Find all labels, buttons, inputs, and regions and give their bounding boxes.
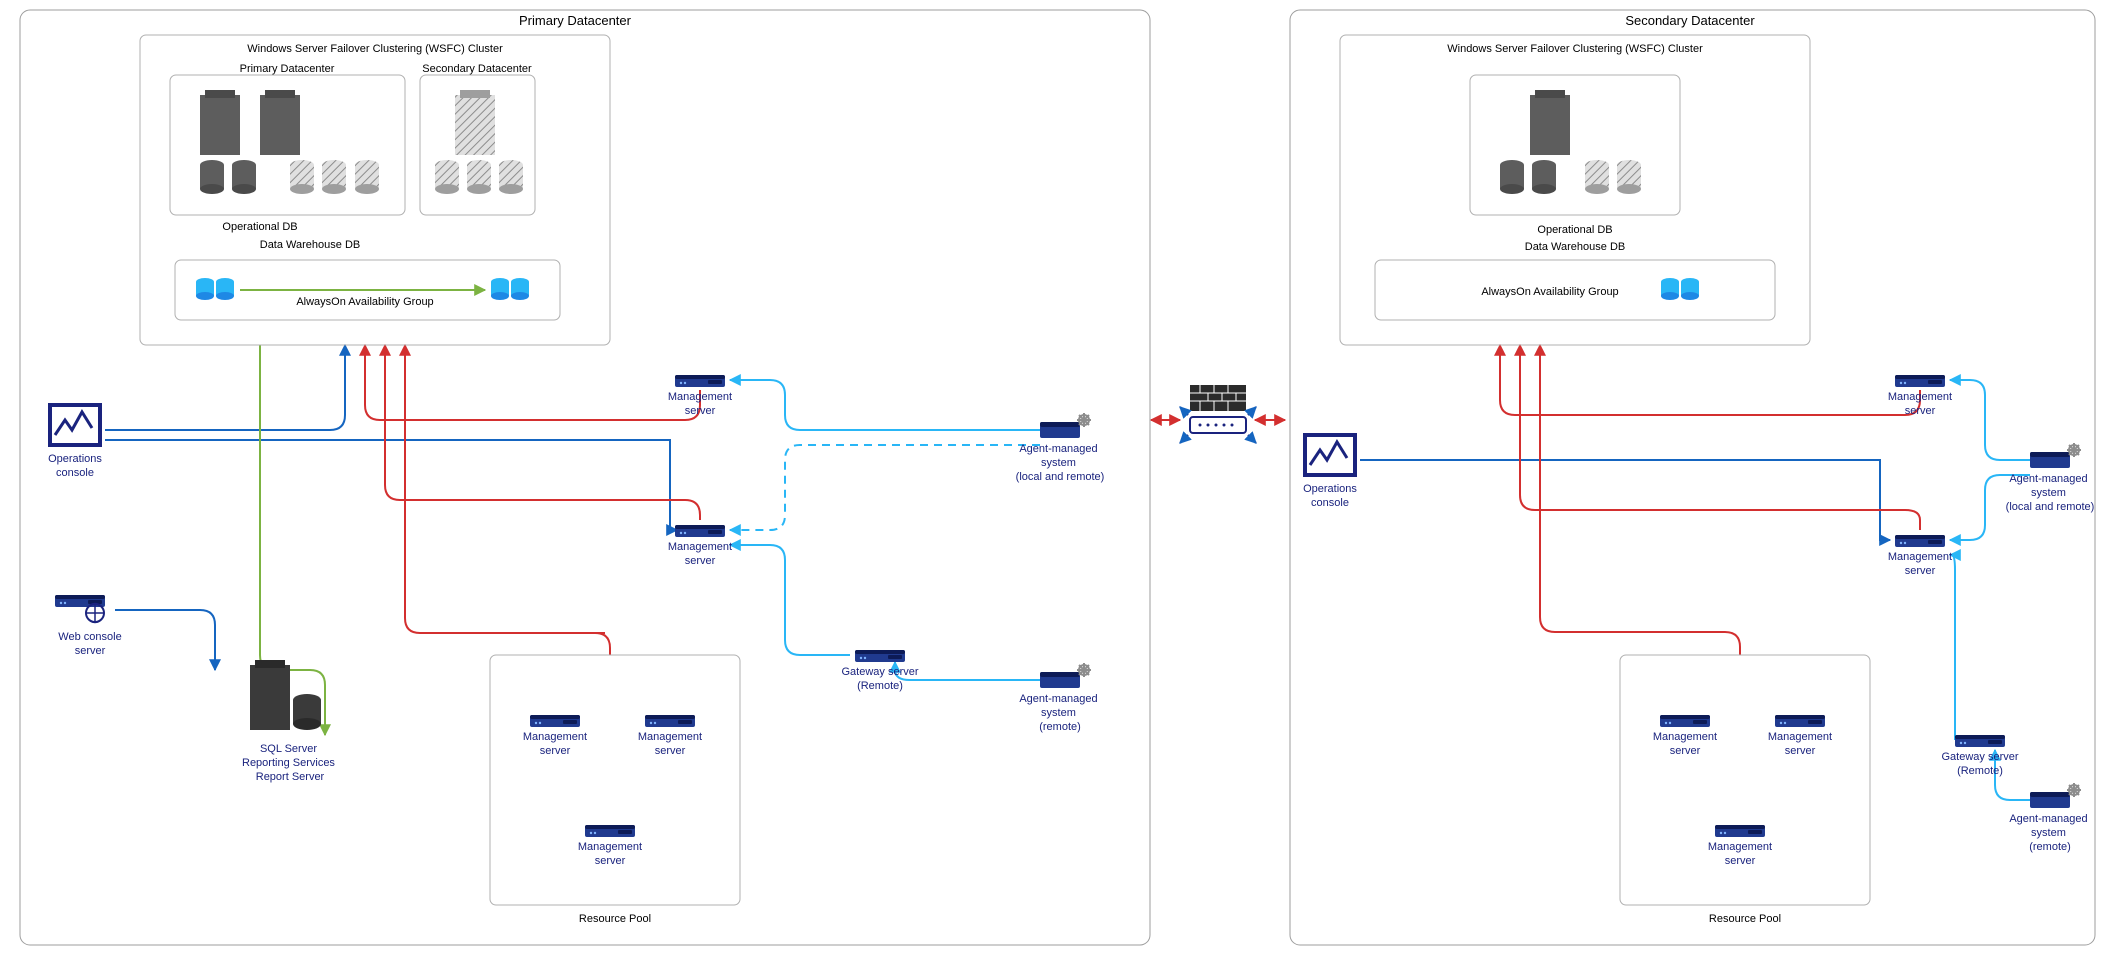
edge [1540, 345, 1740, 655]
svg-text:Managementserver: Managementserver [1653, 731, 1717, 757]
secondary-mgmt-2: Managementserver [1888, 535, 1952, 577]
svg-text:Managementserver: Managementserver [1768, 731, 1832, 757]
svg-text:SQL Server Reporting S: SQL Server Reporting Services Report Ser… [242, 743, 338, 783]
edge [730, 380, 1040, 430]
edge [1360, 460, 1890, 540]
mgmt-server-1: Managementserver [668, 375, 732, 417]
svg-text:Web consoleserver: Web consoleserver [58, 631, 121, 657]
svg-text:Secondary Datacenter: Secondary Datacenter [422, 63, 532, 75]
edge [1950, 380, 2030, 460]
resource-pool: Resource Pool Managementserver Managemen… [490, 655, 740, 925]
svg-text:Operational DB: Operational DB [1537, 224, 1612, 236]
firewall-icon [1180, 385, 1256, 443]
agent-remote: Agent-managed system (remote) [1019, 663, 1100, 733]
agent-local-remote: Agent-managed system (local and remote) [1016, 413, 1105, 483]
server-tower-icon [200, 90, 379, 194]
edge [115, 610, 215, 670]
edge [730, 545, 850, 655]
secondary-agent-remote: Agent-managed system (remote) [2009, 783, 2090, 853]
secondary-title: Secondary Datacenter [1625, 13, 1755, 28]
primary-title: Primary Datacenter [519, 13, 632, 28]
edge [105, 440, 677, 530]
secondary-ops-console: Operationsconsole [1303, 435, 1357, 509]
svg-text:Managementserver: Managementserver [1708, 841, 1772, 867]
edge [1520, 345, 1920, 530]
web-console-server: Web consoleserver [55, 595, 122, 657]
svg-text:Managementserver: Managementserver [638, 731, 702, 757]
svg-text:Windows Server Failover Cluste: Windows Server Failover Clustering (WSFC… [1447, 43, 1703, 55]
secondary-mgmt-1: Managementserver [1888, 375, 1952, 417]
secondary-resource-pool: Resource Pool Managementserver Managemen… [1620, 655, 1870, 925]
server-tower-hatch-icon [435, 90, 523, 194]
diagram-canvas: Primary Datacenter Windows Server Failov… [0, 0, 2114, 958]
secondary-wsfc: Windows Server Failover Clustering (WSFC… [1340, 35, 1810, 345]
wsfc-title: Windows Server Failover Clustering (WSFC… [247, 43, 503, 55]
edge [385, 345, 700, 520]
svg-text:Resource Pool: Resource Pool [579, 913, 651, 925]
edge [730, 445, 1040, 530]
svg-text:Data Warehouse DB: Data Warehouse DB [1525, 241, 1625, 253]
svg-text:Agent-managed system: Agent-managed system (local and remote) [1016, 443, 1105, 483]
mgmt-server-2: Managementserver [668, 525, 732, 567]
svg-text:Operational DB: Operational DB [222, 221, 297, 233]
edge [1950, 555, 1955, 740]
gateway-server: Gateway server(Remote) [841, 650, 918, 692]
svg-text:Managementserver: Managementserver [523, 731, 587, 757]
db-icon [491, 278, 529, 300]
db-icon [1661, 278, 1699, 300]
edge [365, 345, 700, 420]
svg-text:Managementserver: Managementserver [668, 541, 732, 567]
svg-text:AlwaysOn Availability Group: AlwaysOn Availability Group [1481, 286, 1618, 298]
secondary-gateway: Gateway server(Remote) [1941, 735, 2018, 777]
edge [1500, 345, 1920, 415]
svg-text:Agent-managed system: Agent-managed system (remote) [1019, 693, 1100, 733]
operations-console: Operationsconsole [48, 405, 102, 479]
db-icon [196, 278, 234, 300]
svg-text:Primary Datacenter: Primary Datacenter [240, 63, 335, 75]
svg-text:Agent-managed system: Agent-managed system (local and remote) [2006, 473, 2095, 513]
svg-text:Operationsconsole: Operationsconsole [48, 453, 102, 479]
secondary-datacenter: Secondary Datacenter Windows Server Fail… [1290, 10, 2095, 945]
svg-text:Operationsconsole: Operationsconsole [1303, 483, 1357, 509]
edge [105, 345, 345, 430]
svg-text:AlwaysOn Availability Group: AlwaysOn Availability Group [296, 296, 433, 308]
svg-text:Managementserver: Managementserver [578, 841, 642, 867]
primary-wsfc: Windows Server Failover Clustering (WSFC… [140, 35, 610, 345]
svg-text:Managementserver: Managementserver [1888, 551, 1952, 577]
svg-text:Data Warehouse DB: Data Warehouse DB [260, 239, 360, 251]
primary-datacenter: Primary Datacenter Windows Server Failov… [20, 10, 1150, 945]
secondary-agent-lr: Agent-managed system (local and remote) [2006, 443, 2095, 513]
svg-text:Resource Pool: Resource Pool [1709, 913, 1781, 925]
svg-text:Agent-managed system: Agent-managed system (remote) [2009, 813, 2090, 853]
svg-text:Gateway server(Remote): Gateway server(Remote) [1941, 751, 2018, 777]
